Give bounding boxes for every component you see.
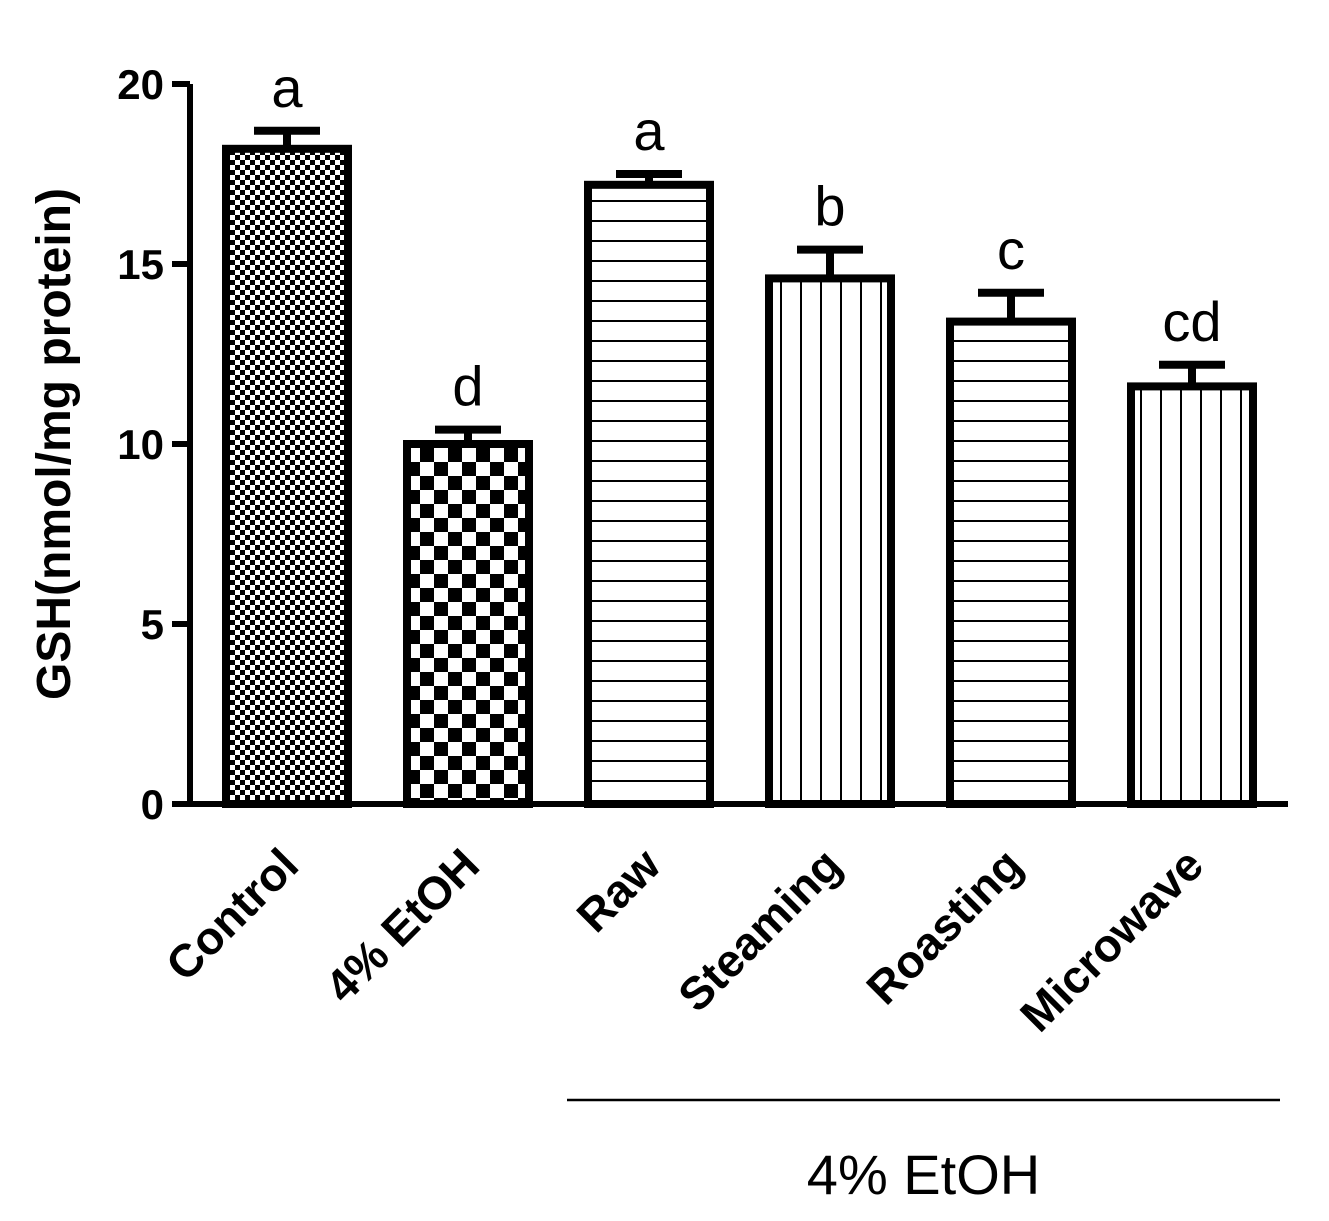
y-axis: 0 5 10 15 20 bbox=[117, 61, 193, 828]
bar bbox=[222, 144, 352, 809]
bar bbox=[765, 274, 895, 808]
bars: a d a b c cd bbox=[222, 56, 1257, 809]
category-label: 4% EtOH bbox=[315, 838, 489, 1012]
category-label: Steaming bbox=[668, 838, 851, 1021]
category-label: Microwave bbox=[1010, 838, 1213, 1041]
significance-label: cd bbox=[1162, 290, 1221, 353]
bar bbox=[584, 180, 714, 809]
significance-label: d bbox=[452, 355, 483, 418]
group-bracket-label: 4% EtOH bbox=[807, 1143, 1040, 1206]
significance-label: a bbox=[271, 56, 303, 119]
significance-label: c bbox=[997, 218, 1025, 281]
bar bbox=[1127, 382, 1257, 808]
category-label: Control bbox=[156, 838, 308, 990]
bar bbox=[403, 440, 533, 808]
y-tick-label: 20 bbox=[117, 61, 164, 108]
y-tick-label: 15 bbox=[117, 241, 164, 288]
significance-label: b bbox=[814, 175, 845, 238]
y-axis-title: GSH(nmol/mg protein) bbox=[28, 188, 81, 700]
category-label: Roasting bbox=[856, 838, 1032, 1014]
significance-label: a bbox=[633, 99, 665, 162]
category-label: Raw bbox=[566, 838, 670, 942]
group-bracket: 4% EtOH bbox=[567, 1098, 1280, 1206]
y-tick-label: 5 bbox=[141, 601, 164, 648]
y-tick-label: 10 bbox=[117, 421, 164, 468]
bar bbox=[946, 317, 1076, 808]
y-tick-label: 0 bbox=[141, 781, 164, 828]
